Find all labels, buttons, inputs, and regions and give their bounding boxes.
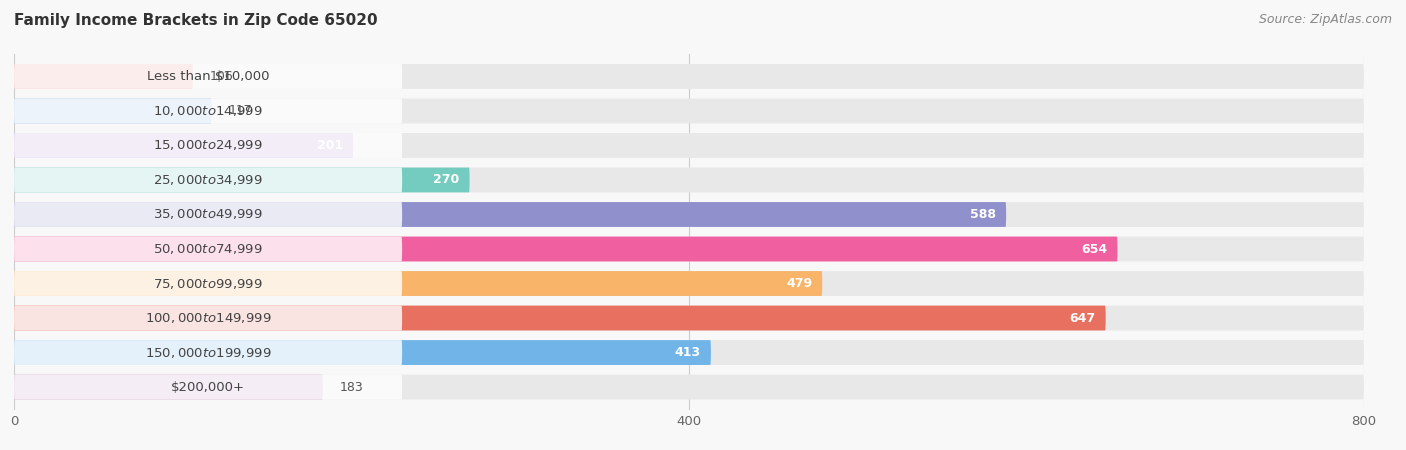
FancyBboxPatch shape: [14, 64, 193, 89]
FancyBboxPatch shape: [14, 306, 402, 330]
FancyBboxPatch shape: [14, 375, 323, 400]
FancyBboxPatch shape: [14, 306, 1364, 330]
Text: $10,000 to $14,999: $10,000 to $14,999: [153, 104, 263, 118]
FancyBboxPatch shape: [14, 64, 1364, 89]
FancyBboxPatch shape: [14, 133, 402, 158]
Text: Less than $10,000: Less than $10,000: [146, 70, 270, 83]
Text: 479: 479: [786, 277, 813, 290]
Text: Source: ZipAtlas.com: Source: ZipAtlas.com: [1258, 14, 1392, 27]
Text: 270: 270: [433, 174, 460, 186]
FancyBboxPatch shape: [14, 340, 402, 365]
FancyBboxPatch shape: [14, 375, 1364, 400]
Text: 117: 117: [228, 104, 252, 117]
FancyBboxPatch shape: [14, 99, 402, 123]
FancyBboxPatch shape: [14, 99, 211, 123]
FancyBboxPatch shape: [14, 64, 402, 89]
FancyBboxPatch shape: [14, 340, 711, 365]
FancyBboxPatch shape: [14, 271, 1364, 296]
FancyBboxPatch shape: [14, 237, 402, 261]
FancyBboxPatch shape: [14, 167, 470, 193]
Text: 106: 106: [209, 70, 233, 83]
FancyBboxPatch shape: [14, 237, 1364, 261]
FancyBboxPatch shape: [14, 202, 1007, 227]
FancyBboxPatch shape: [14, 133, 353, 158]
Text: 201: 201: [316, 139, 343, 152]
FancyBboxPatch shape: [14, 340, 1364, 365]
Text: 413: 413: [675, 346, 700, 359]
FancyBboxPatch shape: [14, 99, 1364, 123]
Text: 654: 654: [1081, 243, 1108, 256]
Text: $100,000 to $149,999: $100,000 to $149,999: [145, 311, 271, 325]
Text: $75,000 to $99,999: $75,000 to $99,999: [153, 276, 263, 291]
FancyBboxPatch shape: [14, 271, 402, 296]
FancyBboxPatch shape: [14, 271, 823, 296]
Text: 588: 588: [970, 208, 995, 221]
Text: $150,000 to $199,999: $150,000 to $199,999: [145, 346, 271, 360]
FancyBboxPatch shape: [14, 133, 1364, 158]
FancyBboxPatch shape: [14, 306, 1105, 330]
FancyBboxPatch shape: [14, 167, 402, 193]
Text: 647: 647: [1070, 311, 1095, 324]
Text: 183: 183: [340, 381, 363, 394]
Text: $35,000 to $49,999: $35,000 to $49,999: [153, 207, 263, 221]
Text: $15,000 to $24,999: $15,000 to $24,999: [153, 139, 263, 153]
FancyBboxPatch shape: [14, 202, 402, 227]
FancyBboxPatch shape: [14, 237, 1118, 261]
FancyBboxPatch shape: [14, 375, 402, 400]
FancyBboxPatch shape: [14, 167, 1364, 193]
Text: $25,000 to $34,999: $25,000 to $34,999: [153, 173, 263, 187]
Text: $50,000 to $74,999: $50,000 to $74,999: [153, 242, 263, 256]
FancyBboxPatch shape: [14, 202, 1364, 227]
Text: Family Income Brackets in Zip Code 65020: Family Income Brackets in Zip Code 65020: [14, 14, 378, 28]
Text: $200,000+: $200,000+: [172, 381, 245, 394]
